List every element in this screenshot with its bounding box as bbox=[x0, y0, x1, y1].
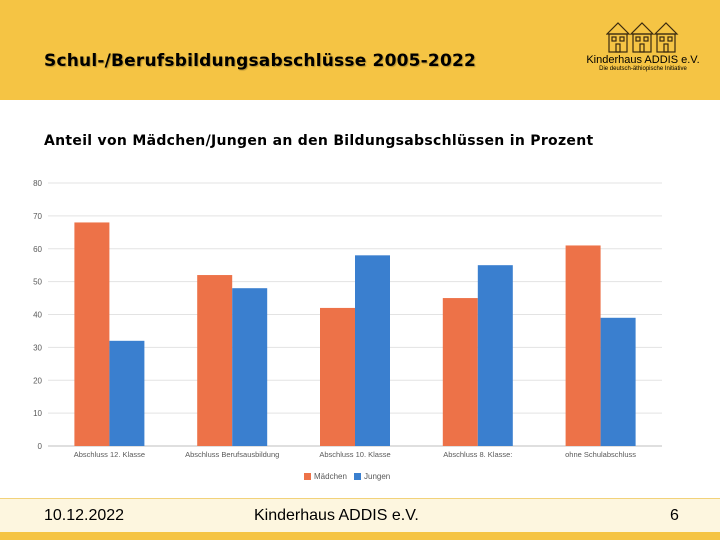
x-tick-label: Abschluss 8. Klasse: bbox=[443, 450, 512, 459]
slide-title: Schul-/Berufsbildungsabschlüsse 2005-202… bbox=[44, 51, 477, 71]
bar-jungen bbox=[109, 340, 145, 446]
bar-chart: 0 10 20 30 40 50 60 70 80 Abschluss 12. Klasse Abs… bbox=[33, 179, 662, 481]
bar-maedchen bbox=[320, 307, 355, 446]
footer-org: Kinderhaus ADDIS e.V. bbox=[254, 507, 419, 524]
bar-maedchen bbox=[74, 222, 110, 446]
bar-maedchen bbox=[197, 275, 233, 446]
bar-maedchen bbox=[565, 245, 601, 446]
legend-swatch-maedchen bbox=[304, 473, 311, 480]
footer: 10.12.2022 Kinderhaus ADDIS e.V. 6 bbox=[0, 499, 720, 532]
bar-maedchen bbox=[442, 298, 478, 446]
bar-jungen bbox=[600, 317, 636, 446]
y-tick-label: 30 bbox=[33, 343, 42, 352]
footer-date: 10.12.2022 bbox=[44, 507, 125, 524]
legend-label: Jungen bbox=[364, 472, 390, 481]
x-tick-label: Abschluss Berufsausbildung bbox=[185, 450, 279, 459]
y-tick-label: 60 bbox=[33, 245, 42, 254]
logo-name: Kinderhaus ADDIS e.V. bbox=[586, 54, 700, 66]
houses-icon bbox=[606, 22, 679, 53]
logo: Kinderhaus ADDIS e.V. Die deutsch-äthiop… bbox=[578, 21, 708, 73]
legend-swatch-jungen bbox=[354, 473, 361, 480]
footer-band bbox=[0, 532, 720, 540]
x-tick-label: Abschluss 12. Klasse bbox=[74, 450, 145, 459]
bar-jungen bbox=[232, 288, 268, 446]
logo-tagline: Die deutsch-äthiopische Initiative bbox=[599, 66, 687, 72]
y-tick-label: 50 bbox=[33, 278, 42, 287]
y-tick-label: 40 bbox=[33, 311, 42, 320]
page-number: 6 bbox=[670, 507, 679, 524]
chart-subtitle: Anteil von Mädchen/Jungen an den Bildung… bbox=[44, 133, 594, 149]
bar-jungen bbox=[477, 265, 513, 446]
y-tick-label: 0 bbox=[38, 442, 43, 451]
y-tick-label: 70 bbox=[33, 212, 42, 221]
x-tick-label: Abschluss 10. Klasse bbox=[319, 450, 390, 459]
legend-label: Mädchen bbox=[314, 472, 347, 481]
x-tick-label: ohne Schulabschluss bbox=[565, 450, 636, 459]
y-tick-label: 10 bbox=[33, 409, 42, 418]
y-tick-label: 80 bbox=[33, 179, 42, 188]
footer-divider bbox=[0, 498, 720, 499]
bar-jungen bbox=[355, 255, 390, 446]
header-band bbox=[0, 0, 720, 100]
y-tick-label: 20 bbox=[33, 376, 42, 385]
